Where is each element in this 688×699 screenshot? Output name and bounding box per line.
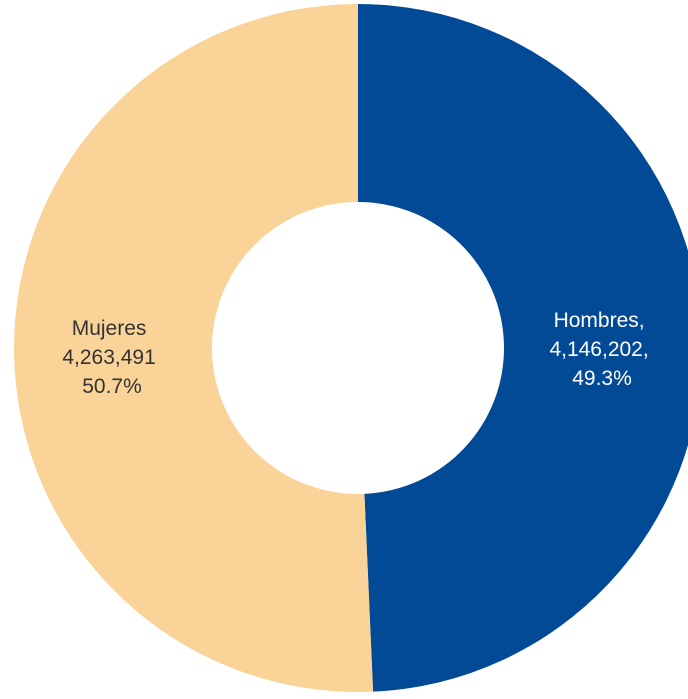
slice-label-hombres-percent: 49.3% — [572, 367, 632, 390]
slice-label-hombres-name: Hombres, — [554, 309, 645, 332]
labels-layer: Hombres, 4,146,202, 49.3% Mujeres 4,263,… — [62, 309, 654, 398]
slice-label-mujeres-value: 4,263,491 — [62, 346, 155, 369]
slice-label-hombres-value: 4,146,202, — [549, 338, 648, 361]
slice-label-hombres: Hombres, 4,146,202, 49.3% — [549, 309, 654, 390]
slice-label-mujeres-percent: 50.7% — [82, 375, 142, 398]
slice-label-mujeres-name: Mujeres — [72, 317, 147, 340]
donut-slice-hombres — [358, 4, 688, 692]
slices-layer — [14, 4, 688, 692]
donut-slice-mujeres — [14, 4, 374, 692]
slice-label-mujeres: Mujeres 4,263,491 50.7% — [62, 317, 161, 398]
